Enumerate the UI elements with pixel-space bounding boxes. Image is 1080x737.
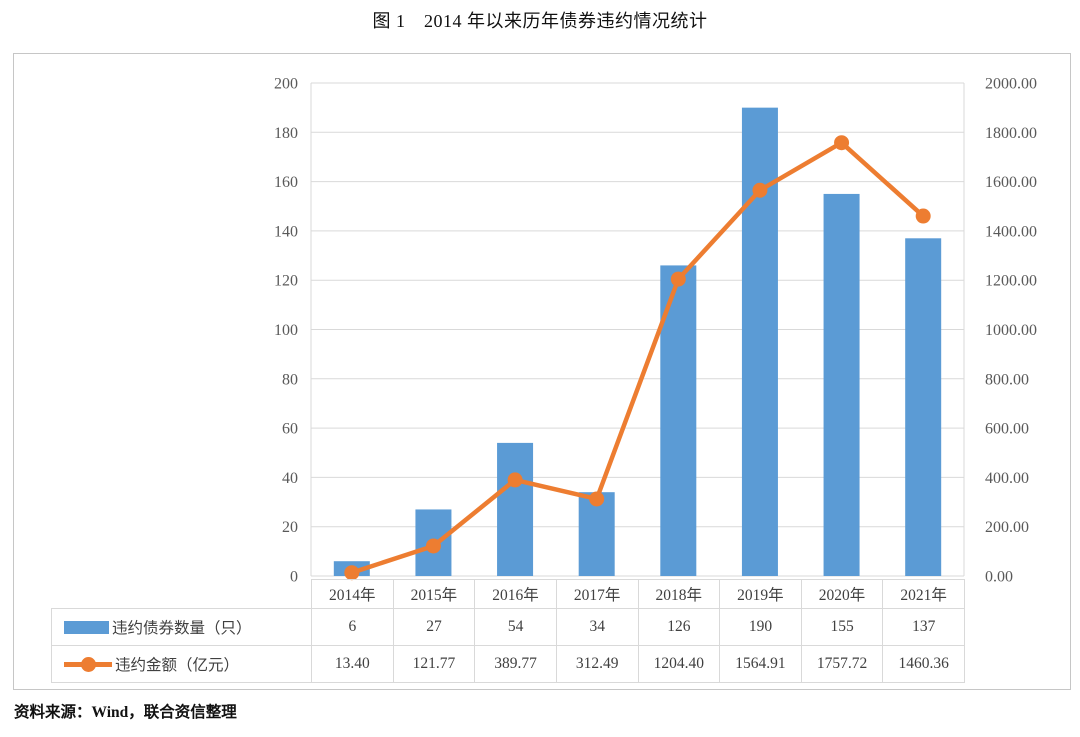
line-marker-2014年: [344, 565, 360, 581]
line-value-cell: 312.49: [555, 645, 639, 683]
year-cell: 2019年: [719, 579, 802, 609]
line-value-cell: 121.77: [392, 645, 476, 683]
line-value-cell: 13.40: [311, 645, 394, 683]
right-axis-label: 1200.00: [985, 273, 1037, 290]
left-axis-label: 160: [274, 174, 298, 191]
year-cell: 2018年: [637, 579, 721, 609]
line-marker-2020年: [834, 135, 850, 151]
line-value-cell: 389.77: [474, 645, 557, 683]
bar-series-label: 违约债券数量（只）: [112, 620, 252, 637]
year-cell: 2015年: [392, 579, 476, 609]
right-axis-label: 800.00: [985, 371, 1029, 388]
line-marker-2018年: [670, 271, 686, 287]
line-value-cell: 1204.40: [637, 645, 721, 683]
left-axis-label: 120: [274, 273, 298, 290]
bar-2016年: [497, 442, 534, 576]
right-axis-label: 0.00: [985, 569, 1013, 586]
left-axis-label: 0: [290, 569, 298, 586]
year-cell: 2020年: [800, 579, 884, 609]
line-marker-2019年: [752, 182, 768, 198]
chart-frame: 0 20 40 60 80 100 120 140 160 180 200 0.00 200.00 400…: [13, 53, 1071, 690]
bar-2021年: [905, 238, 942, 577]
line-marker-2016年: [507, 472, 523, 488]
bar-value-cell: 6: [311, 608, 394, 646]
bar-legend: 违约债券数量（只）: [53, 616, 311, 638]
line-legend-swatch-icon: [64, 656, 112, 672]
right-axis-label: 400.00: [985, 470, 1029, 487]
left-axis-label: 180: [274, 125, 298, 142]
left-axis-label: 140: [274, 223, 298, 240]
line-series: [349, 140, 926, 575]
left-axis-label: 80: [282, 371, 298, 388]
line-value-cell: 1757.72: [800, 645, 884, 683]
bar-value-cell: 34: [555, 608, 639, 646]
line-legend: 违约金额（亿元）: [53, 653, 311, 675]
left-axis-label: 200: [274, 76, 298, 93]
bar-value-cell: 137: [882, 608, 965, 646]
bar-value-cell: 126: [637, 608, 721, 646]
line-series-label: 违约金额（亿元）: [115, 657, 240, 674]
bar-value-cell: 155: [800, 608, 884, 646]
right-axis-label: 1000.00: [985, 322, 1037, 339]
right-axis-label: 200.00: [985, 519, 1029, 536]
line-series-legend-cell: 违约金额（亿元）: [51, 645, 312, 683]
left-axis-label: 60: [282, 421, 298, 438]
bar-value-cell: 54: [474, 608, 557, 646]
year-cell: 2021年: [882, 579, 965, 609]
bar-2020年: [823, 193, 860, 577]
right-axis-label: 1800.00: [985, 125, 1037, 142]
year-cell: 2017年: [555, 579, 639, 609]
year-cell: 2016年: [474, 579, 557, 609]
year-cell: 2014年: [311, 579, 394, 609]
left-axis-label: 20: [282, 519, 298, 536]
figure-title: 图 1 2014 年以来历年债券违约情况统计: [372, 11, 708, 31]
left-axis-label: 100: [274, 322, 298, 339]
bar-2019年: [741, 107, 778, 577]
bar-value-cell: 190: [719, 608, 802, 646]
source-note: 资料来源：Wind，联合资信整理: [14, 704, 237, 721]
line-marker-2017年: [589, 491, 605, 507]
table-corner-cell: [52, 580, 312, 609]
line-marker-2015年: [425, 538, 441, 554]
bar-series-legend-cell: 违约债券数量（只）: [51, 608, 312, 646]
data-table: 2014年 2015年 2016年 2017年 2018年 2019年 2020年 2021年…: [51, 579, 965, 683]
right-axis-label: 1400.00: [985, 223, 1037, 240]
right-axis-label: 1600.00: [985, 174, 1037, 191]
left-axis-label: 40: [282, 470, 298, 487]
combo-chart: 0204060801001201401601802000.00200.00400…: [274, 76, 1037, 586]
bar-legend-swatch-icon: [64, 620, 109, 634]
right-axis-label: 2000.00: [985, 76, 1037, 93]
line-marker-2021年: [915, 208, 931, 224]
bar-value-cell: 27: [392, 608, 476, 646]
line-value-cell: 1564.91: [719, 645, 802, 683]
right-axis-label: 600.00: [985, 421, 1029, 438]
line-value-cell: 1460.36: [882, 645, 965, 683]
